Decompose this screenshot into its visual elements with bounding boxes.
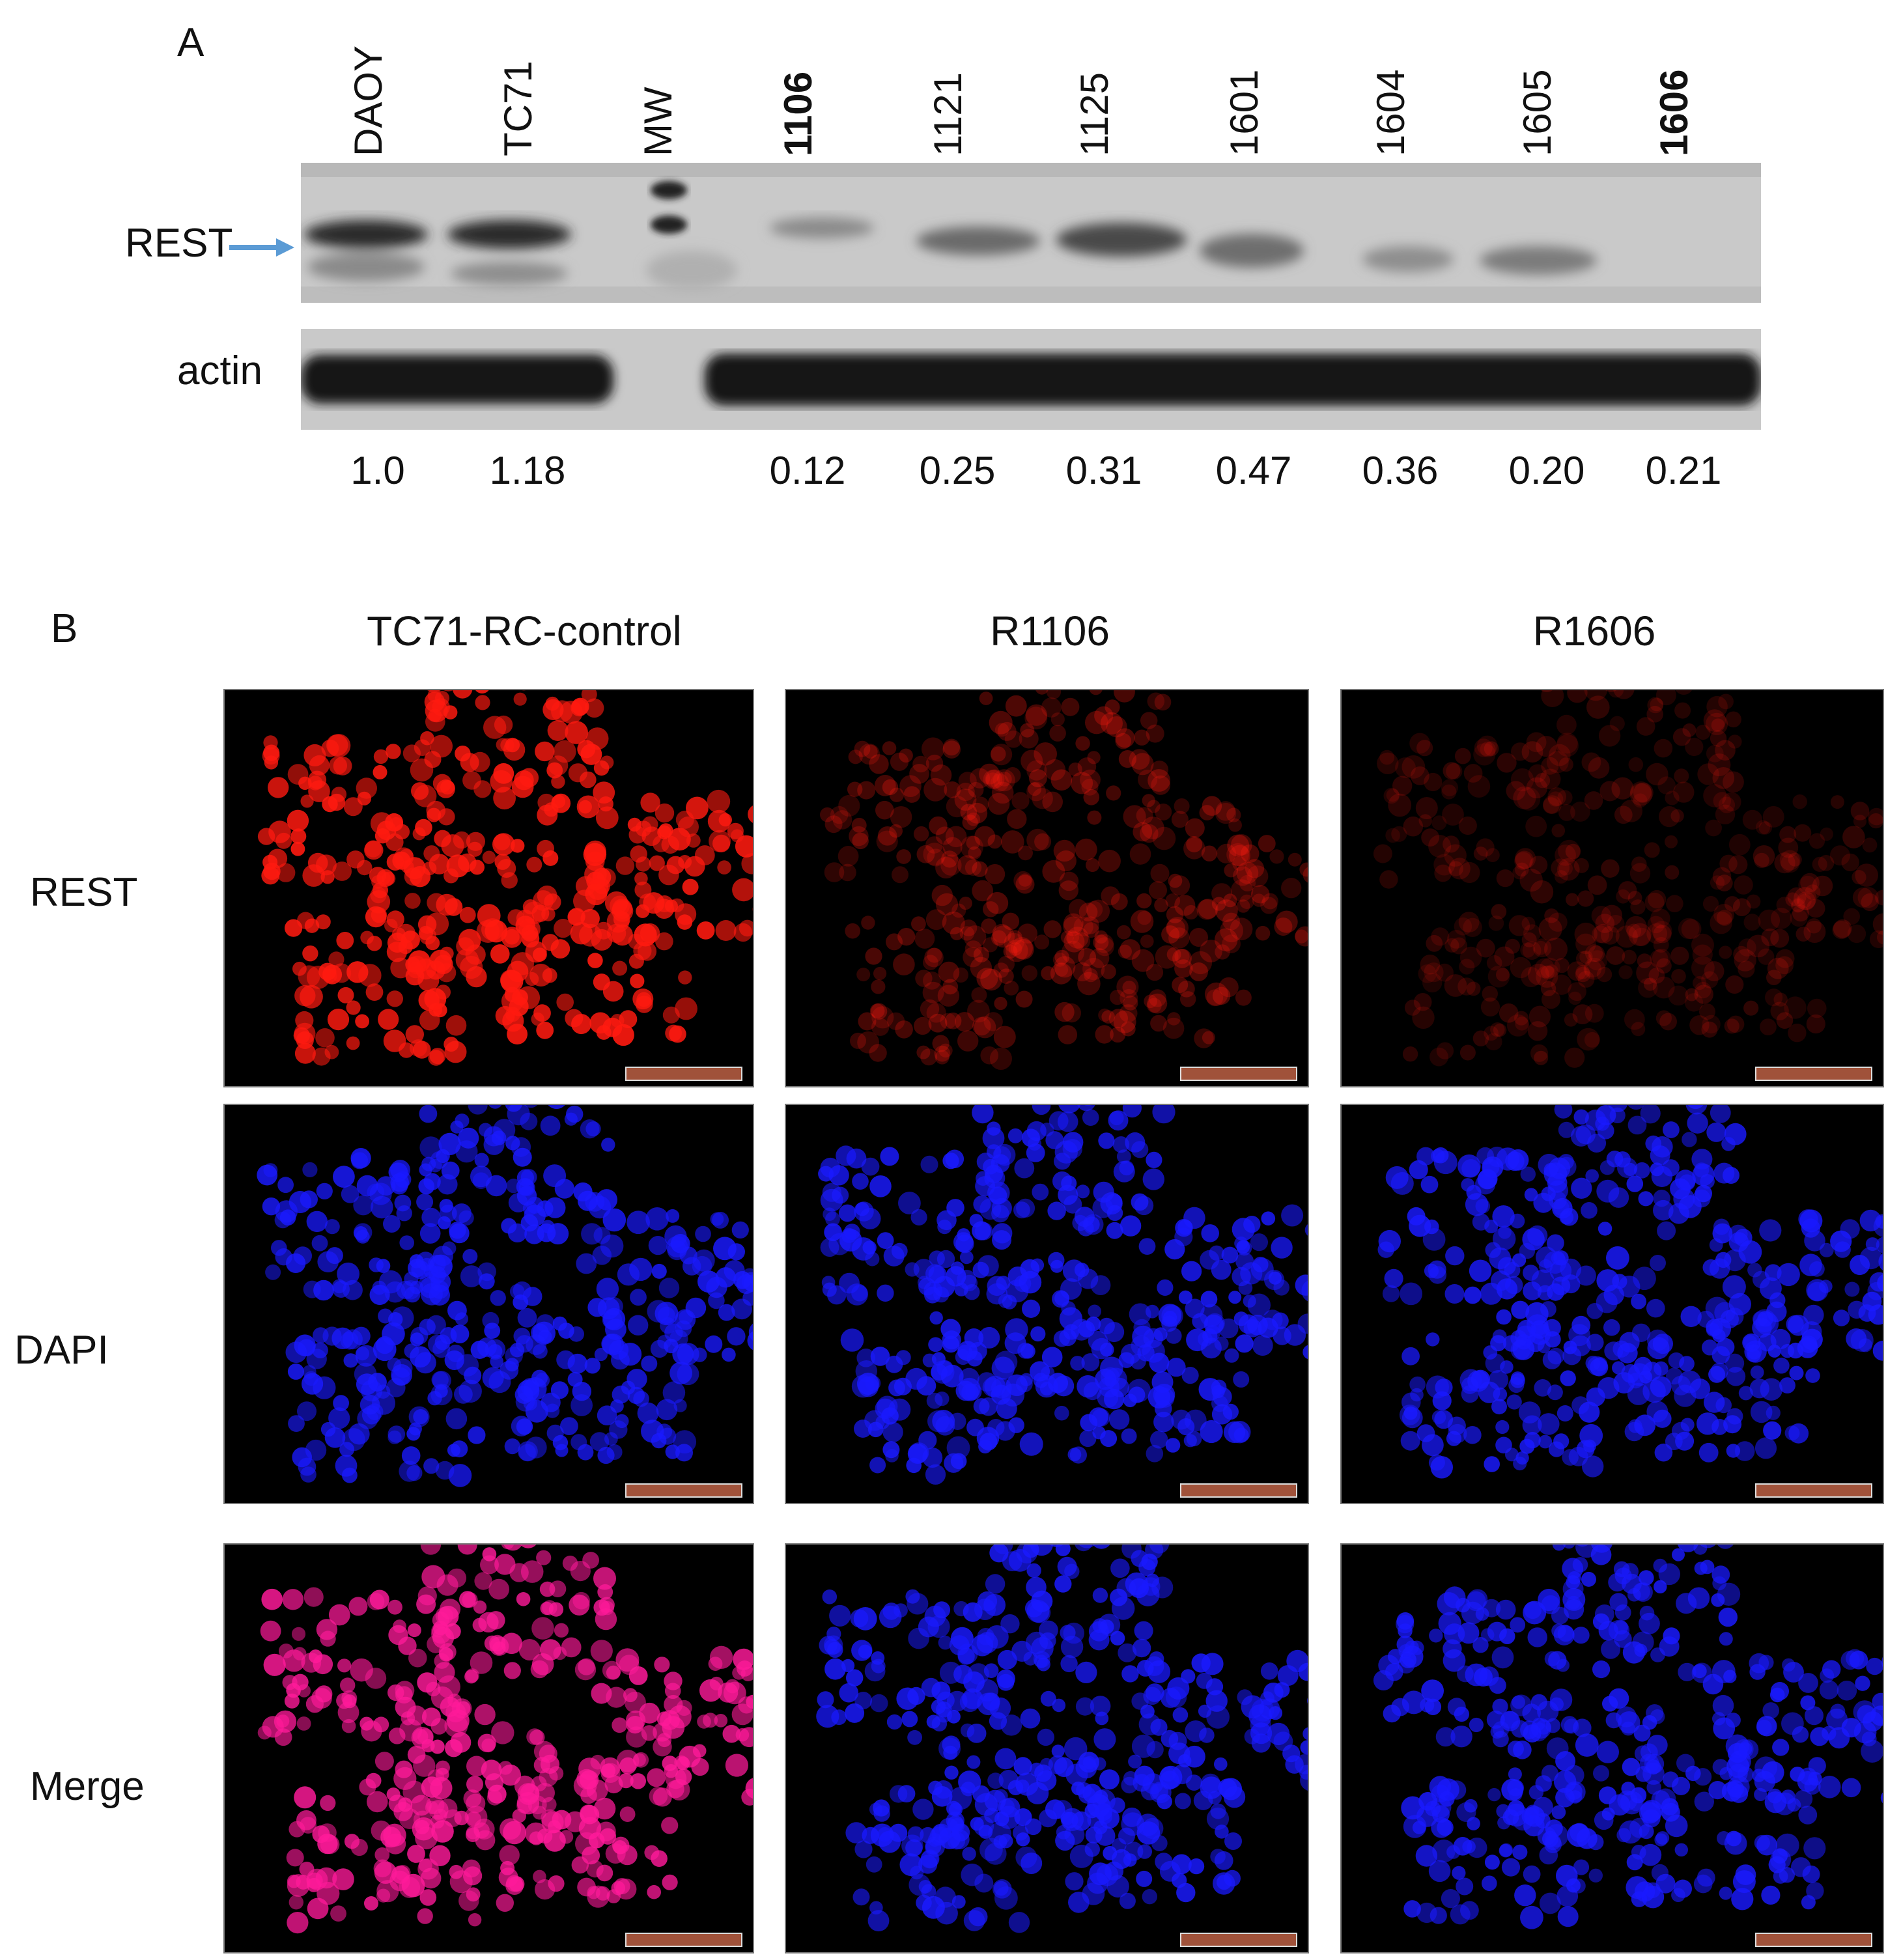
micrograph-dapi-r1606 xyxy=(1340,1104,1884,1504)
lane-header: 1121 xyxy=(926,20,990,156)
cell-cluster-image xyxy=(1373,690,1883,1068)
rest-band-label: REST xyxy=(125,221,233,266)
lane-value: 1.0 xyxy=(350,449,405,492)
lane-header: DAOY xyxy=(346,20,410,156)
scale-bar xyxy=(1755,1067,1872,1081)
panel-b-label: B xyxy=(51,606,78,651)
lane-label: 1605 xyxy=(1515,69,1559,156)
rest-western-blot xyxy=(301,163,1761,303)
row-label-dapi: DAPI xyxy=(14,1328,109,1373)
lane-label: 1604 xyxy=(1369,69,1413,156)
lane-value: 0.25 xyxy=(919,449,996,492)
lane-value: 0.31 xyxy=(1065,449,1142,492)
lane-label: 1106 xyxy=(776,71,820,156)
row-label-rest: REST xyxy=(30,870,138,915)
micrograph-merge-control xyxy=(223,1543,754,1953)
cell-cluster-image xyxy=(257,1105,753,1487)
cell-cluster-image xyxy=(1377,1105,1883,1479)
actin-band-label: actin xyxy=(177,348,262,393)
micrograph-merge-r1606 xyxy=(1340,1543,1884,1953)
arrow-icon xyxy=(229,238,294,257)
lane-label: DAOY xyxy=(346,45,390,156)
scale-bar xyxy=(1180,1933,1297,1947)
lane-value: 0.20 xyxy=(1508,449,1585,492)
lane-value: 0.21 xyxy=(1645,449,1722,492)
scale-bar xyxy=(625,1483,742,1498)
scale-bar xyxy=(1755,1483,1872,1498)
cell-cluster-image xyxy=(257,1545,753,1934)
lane-label: 1121 xyxy=(926,72,970,156)
column-title-r1606: R1606 xyxy=(1532,608,1656,654)
column-title-r1106: R1106 xyxy=(990,608,1110,654)
cell-cluster-image xyxy=(1373,1545,1883,1929)
cell-cluster-image xyxy=(818,1105,1308,1485)
lane-value: 0.36 xyxy=(1362,449,1439,492)
lane-header: 1606 xyxy=(1652,20,1716,156)
lane-header: 1125 xyxy=(1073,20,1136,156)
micrograph-dapi-control xyxy=(223,1104,754,1504)
lane-label: TC71 xyxy=(496,61,540,156)
cell-cluster-image xyxy=(257,690,753,1066)
lane-header: TC71 xyxy=(496,20,560,156)
lane-value: 1.18 xyxy=(489,449,566,492)
cell-cluster-image xyxy=(820,690,1308,1070)
scale-bar xyxy=(1755,1933,1872,1947)
actin-western-blot xyxy=(301,329,1761,430)
lane-value: 0.47 xyxy=(1215,449,1292,492)
scale-bar xyxy=(625,1067,742,1081)
micrograph-dapi-r1106 xyxy=(785,1104,1309,1504)
column-title-control: TC71-RC-control xyxy=(367,608,682,654)
scale-bar xyxy=(625,1933,742,1947)
micrograph-rest-control xyxy=(223,689,754,1087)
lane-label: 1601 xyxy=(1222,69,1266,156)
scale-bar xyxy=(1180,1483,1297,1498)
lane-header: 1605 xyxy=(1515,20,1579,156)
lane-header: MW xyxy=(636,20,700,156)
lane-label: MW xyxy=(636,87,680,156)
micrograph-rest-r1106 xyxy=(785,689,1309,1087)
lane-label: 1606 xyxy=(1652,69,1696,156)
micrograph-rest-r1606 xyxy=(1340,689,1884,1087)
lane-header: 1106 xyxy=(776,20,840,156)
scale-bar xyxy=(1180,1067,1297,1081)
lane-header: 1604 xyxy=(1369,20,1433,156)
lane-value: 0.12 xyxy=(769,449,846,492)
micrograph-merge-r1106 xyxy=(785,1543,1309,1953)
cell-cluster-image xyxy=(816,1545,1308,1933)
lane-label: 1125 xyxy=(1073,72,1116,156)
lane-header: 1601 xyxy=(1222,20,1286,156)
row-label-merge: Merge xyxy=(30,1764,145,1809)
panel-a-label: A xyxy=(177,20,204,65)
